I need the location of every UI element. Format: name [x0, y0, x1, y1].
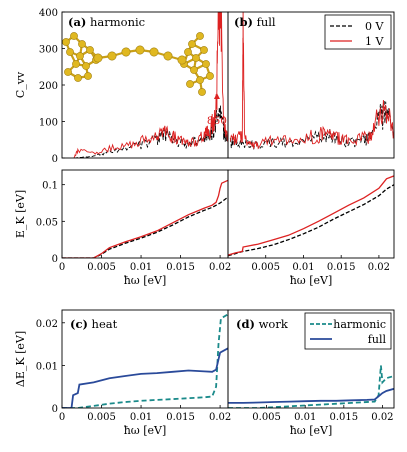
series-line-0-v [73, 105, 228, 158]
atom-icon [177, 55, 187, 65]
panel-bottom-right: 0.005 0.01 0.015 0.02 ħω [eV] (d) work harmoni… [227, 309, 395, 437]
y-tick-label: 0.01 [36, 361, 58, 372]
legend-entry: 0 V [365, 20, 384, 33]
series-line-full [228, 387, 394, 404]
series-line-1-v [228, 175, 394, 256]
panel-label: (a) harmonic [68, 15, 145, 29]
x-tick-label: 0.005 [251, 262, 280, 273]
y-tick-label: 200 [39, 81, 58, 92]
x-tick-label: 0.02 [209, 412, 231, 423]
x-axis-label: ħω [eV] [290, 424, 333, 437]
series-line-full [62, 347, 228, 408]
y-tick-label: 0 [52, 404, 58, 415]
axes-frame [227, 309, 395, 409]
x-tick-label: 0 [59, 262, 65, 273]
x-axis-label: ħω [eV] [290, 274, 333, 287]
y-tick-label: 100 [39, 118, 58, 129]
series-line-harmonic [228, 365, 394, 408]
x-tick-label: 0.015 [329, 412, 358, 423]
atom-icon [66, 48, 74, 56]
atom-icon [135, 45, 145, 55]
series-line-1-v [62, 179, 228, 258]
legend-entry: harmonic [333, 318, 386, 331]
y-axis-label: C_vv [14, 71, 27, 98]
atom-icon [202, 60, 210, 68]
atom-icon [163, 51, 173, 61]
x-tick-label: 0.01 [130, 262, 152, 273]
atom-icon [149, 47, 159, 57]
panel-label: (d) work [236, 317, 289, 331]
x-tick-label: 0.005 [87, 412, 116, 423]
axes-frame [227, 11, 395, 159]
atom-icon [121, 47, 131, 57]
series-line-0-v [62, 196, 228, 258]
atom-icon [78, 40, 86, 48]
x-axis-label: ħω [eV] [124, 274, 167, 287]
atom-icon [84, 72, 92, 80]
panel-middle-left: 0 0.05 0.1 0 0.005 0.01 0.015 0.02 ħω [eV] E_K [e… [14, 169, 231, 287]
axes-frame [227, 169, 395, 259]
y-tick-label: 400 [39, 8, 58, 19]
x-tick-label: 0.005 [87, 262, 116, 273]
y-axis-label: E_K [eV] [14, 190, 27, 238]
atom-icon [62, 38, 70, 46]
panel-label: (c) heat [70, 317, 118, 331]
legend-entry: full [368, 333, 387, 346]
atom-icon [188, 40, 196, 48]
panel-middle-right: 0.005 0.01 0.015 0.02 ħω [eV] [227, 169, 395, 287]
x-tick-label: 0.02 [209, 262, 231, 273]
y-axis-label: ΔE_K [eV] [14, 331, 27, 387]
y-tick-label: 0 [52, 154, 58, 165]
atom-icon [206, 72, 214, 80]
atom-icon [190, 66, 198, 74]
y-tick-label: 0.02 [36, 319, 58, 330]
atom-icon [64, 68, 72, 76]
atom-icon [184, 48, 192, 56]
atom-icon [107, 51, 117, 61]
x-tick-label: 0.01 [130, 412, 152, 423]
series-line-1-v [229, 12, 394, 150]
annotation-label: 850 [207, 115, 227, 127]
axes-frame [61, 169, 229, 259]
atom-icon [196, 32, 204, 40]
x-tick-label: 0.005 [252, 412, 281, 423]
y-tick-label: 0.05 [36, 217, 58, 228]
atom-icon [196, 76, 204, 84]
x-tick-label: 0.01 [292, 262, 314, 273]
atom-icon [198, 88, 206, 96]
atom-icon [74, 74, 82, 82]
atom-icon [86, 46, 94, 54]
x-tick-label: 0.02 [368, 262, 390, 273]
atom-icon [186, 80, 194, 88]
atom-icon [70, 32, 78, 40]
panel-label: (b) full [234, 15, 276, 29]
x-tick-label: 0.015 [166, 262, 195, 273]
legend: 0 V1 V [324, 14, 392, 50]
panel-bottom-left: 0 0.01 0.02 0 0.005 0.01 0.015 0.02 ħω [eV] ΔE_K … [14, 309, 231, 437]
legend: harmonic full [304, 312, 392, 350]
atom-icon [192, 54, 200, 62]
atom-icon [76, 52, 84, 60]
atom-icon [93, 53, 103, 63]
atom-icon [72, 60, 80, 68]
x-tick-label: 0.01 [294, 412, 316, 423]
x-tick-label: 0.02 [371, 412, 393, 423]
y-tick-label: 0.1 [42, 181, 58, 192]
gold-molecule-illustration [62, 32, 214, 96]
atom-icon [200, 46, 208, 54]
panel-top-right: (b) full 0 V1 V [227, 11, 395, 159]
series-line-0-v [228, 184, 394, 257]
legend-entry: 1 V [365, 35, 384, 48]
y-tick-label: 0 [52, 254, 58, 265]
x-tick-label: 0 [59, 412, 65, 423]
x-axis-label: ħω [eV] [124, 424, 167, 437]
x-tick-label: 0.015 [327, 262, 356, 273]
atom-icon [82, 62, 90, 70]
x-tick-label: 0.015 [166, 412, 195, 423]
series-line-1-v [73, 12, 228, 158]
y-tick-label: 300 [39, 45, 58, 56]
